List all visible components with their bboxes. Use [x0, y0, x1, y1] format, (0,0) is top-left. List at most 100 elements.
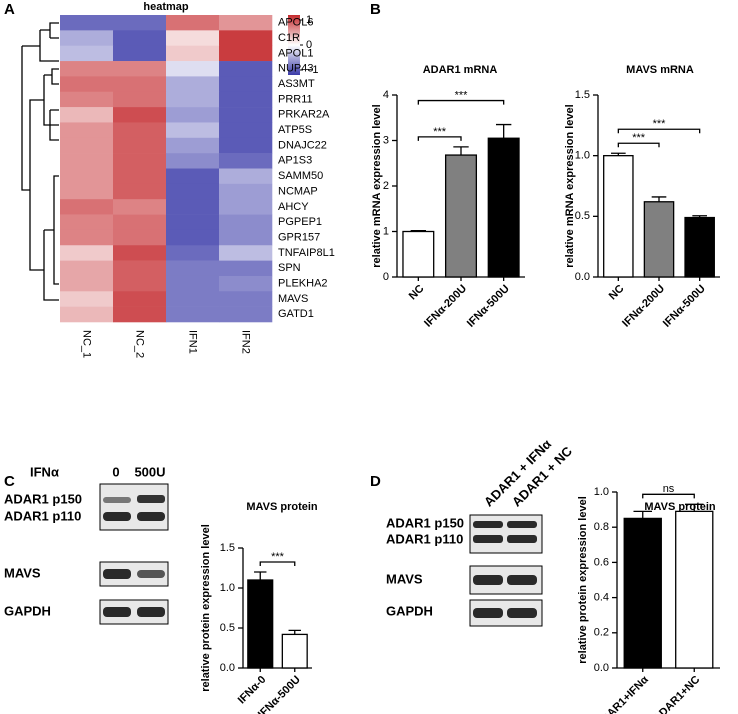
heat-cell — [166, 107, 220, 123]
row-label: NCMAP — [278, 185, 318, 197]
x-tick-label: ADAR1+IFNα — [594, 674, 651, 714]
colorbar-label: 0 — [306, 39, 312, 51]
row-label: MAVS — [278, 293, 308, 305]
chart-title: MAVS protein — [246, 501, 318, 513]
heat-cell — [60, 291, 114, 307]
chart-title: ADAR1 mRNA — [423, 64, 498, 76]
heat-cell — [219, 183, 273, 200]
y-tick-label: 1.5 — [220, 542, 235, 554]
row-label: PRR11 — [278, 93, 313, 105]
heat-cell — [113, 122, 167, 139]
x-tick-label: NC — [607, 283, 627, 303]
error-bar — [495, 123, 512, 139]
heat-cell — [219, 61, 273, 77]
heat-cell — [113, 214, 167, 231]
colorbar-label: 1 — [306, 14, 312, 26]
row-label: AP1S3 — [278, 155, 312, 167]
y-tick-label: 0.0 — [594, 662, 609, 674]
heat-cell — [219, 199, 273, 215]
heat-cell — [113, 291, 167, 307]
row-label: AHCY — [278, 201, 309, 213]
heat-cell — [113, 91, 167, 108]
row-label: APOL1 — [278, 47, 313, 59]
y-axis-label: relative mRNA expression level — [371, 104, 383, 267]
heat-cell — [166, 214, 220, 231]
heat-cell — [219, 214, 273, 231]
row-label: NUP43 — [278, 63, 313, 75]
heat-cell — [60, 183, 114, 200]
lane-label: 0 — [112, 464, 119, 479]
heat-cell — [60, 168, 114, 185]
significance-label: *** — [632, 132, 646, 144]
heat-cell — [113, 45, 167, 62]
row-label: PRKAR2A — [278, 109, 330, 121]
lane-label: 500U — [134, 464, 165, 479]
y-tick-label: 1.0 — [594, 486, 609, 498]
y-tick-label: 0.2 — [594, 627, 609, 639]
bar — [684, 216, 715, 278]
error-bar — [288, 629, 301, 635]
bar — [281, 633, 308, 669]
error-bar — [611, 152, 626, 156]
x-tick-label: ADAR1+NC — [651, 674, 702, 714]
y-tick-label: 3 — [383, 134, 389, 146]
heat-cell — [60, 45, 114, 62]
heat-cell — [166, 260, 220, 277]
heat-cell — [113, 229, 167, 246]
significance-label: *** — [433, 126, 447, 138]
heat-cell — [60, 245, 114, 261]
blot-label: GAPDH — [4, 603, 51, 618]
blot-label: ADAR1 p150 — [386, 515, 464, 530]
x-tick-label: IFNα-500U — [661, 283, 708, 330]
heat-cell — [60, 30, 114, 46]
error-bar — [254, 571, 267, 580]
bar — [402, 230, 435, 278]
heat-cell — [219, 260, 273, 277]
y-tick-label: 1 — [383, 225, 389, 237]
row-label: SAMM50 — [278, 170, 323, 182]
heat-cell — [219, 30, 273, 46]
panel-label: C — [4, 473, 15, 490]
panel-label: B — [370, 1, 381, 18]
heat-cell — [60, 260, 114, 277]
heat-cell — [60, 214, 114, 231]
heat-cell — [166, 137, 220, 154]
heat-cell — [219, 15, 273, 31]
row-label: PGPEP1 — [278, 216, 322, 228]
bar — [487, 137, 520, 278]
column-label: IFN1 — [187, 330, 199, 354]
colorbar — [288, 15, 300, 75]
x-tick-label: IFNα-200U — [422, 283, 469, 330]
error-bar — [453, 146, 469, 156]
heat-cell — [219, 91, 273, 108]
blot-label: MAVS — [4, 565, 41, 580]
heat-cell — [60, 15, 114, 31]
heat-cell — [113, 15, 167, 31]
heat-cell — [166, 30, 220, 46]
heat-cell — [219, 275, 273, 292]
heat-cell — [166, 61, 220, 77]
heat-cell — [60, 107, 114, 123]
y-tick-label: 0.0 — [575, 271, 590, 283]
colorbar-label: −1 — [306, 64, 319, 76]
y-tick-label: 0.5 — [220, 622, 235, 634]
heat-cell — [113, 107, 167, 123]
heat-cell — [219, 291, 273, 307]
significance-bracket — [417, 136, 462, 141]
y-tick-label: 0 — [383, 271, 389, 283]
heat-cell — [166, 183, 220, 200]
x-tick-label: IFNα-0 — [236, 674, 269, 707]
significance-label: *** — [653, 118, 667, 130]
heat-cell — [166, 229, 220, 246]
error-bar — [684, 503, 704, 512]
heat-cell — [166, 168, 220, 185]
y-tick-label: 1.0 — [220, 582, 235, 594]
heat-cell — [166, 275, 220, 292]
panel-label: D — [370, 473, 381, 490]
significance-bracket — [259, 561, 296, 566]
heat-cell — [60, 122, 114, 139]
heat-cell — [219, 306, 273, 323]
heat-cell — [219, 137, 273, 154]
error-bar — [651, 196, 667, 202]
